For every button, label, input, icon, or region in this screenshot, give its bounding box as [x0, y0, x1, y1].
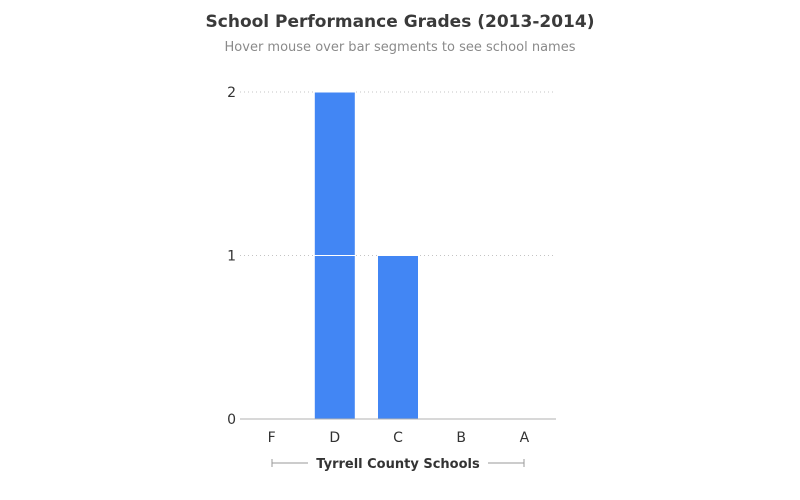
bars: [313, 91, 419, 420]
x-tick-label-b: B: [456, 430, 466, 446]
x-axis-label: Tyrrell County Schools: [316, 457, 480, 472]
x-tick-label-a: A: [520, 430, 530, 446]
y-tick-label: 2: [227, 85, 236, 101]
gridlines: [240, 91, 556, 256]
bar-segment-d[interactable]: [313, 91, 356, 256]
chart-subtitle: Hover mouse over bar segments to see sch…: [225, 40, 576, 55]
y-tick-label: 1: [227, 249, 236, 265]
x-tick-label-d: D: [329, 430, 340, 446]
bar-segment-d[interactable]: [313, 255, 356, 420]
x-tick-label-f: F: [268, 430, 276, 446]
x-axis-label-group: Tyrrell County Schools: [271, 457, 525, 472]
y-tick-label: 0: [227, 412, 236, 428]
y-axis-ticks: 0 1 2: [227, 85, 236, 428]
bar-segment-c[interactable]: [377, 255, 419, 420]
x-tick-label-c: C: [393, 430, 403, 446]
chart-title: School Performance Grades (2013-2014): [206, 12, 595, 32]
